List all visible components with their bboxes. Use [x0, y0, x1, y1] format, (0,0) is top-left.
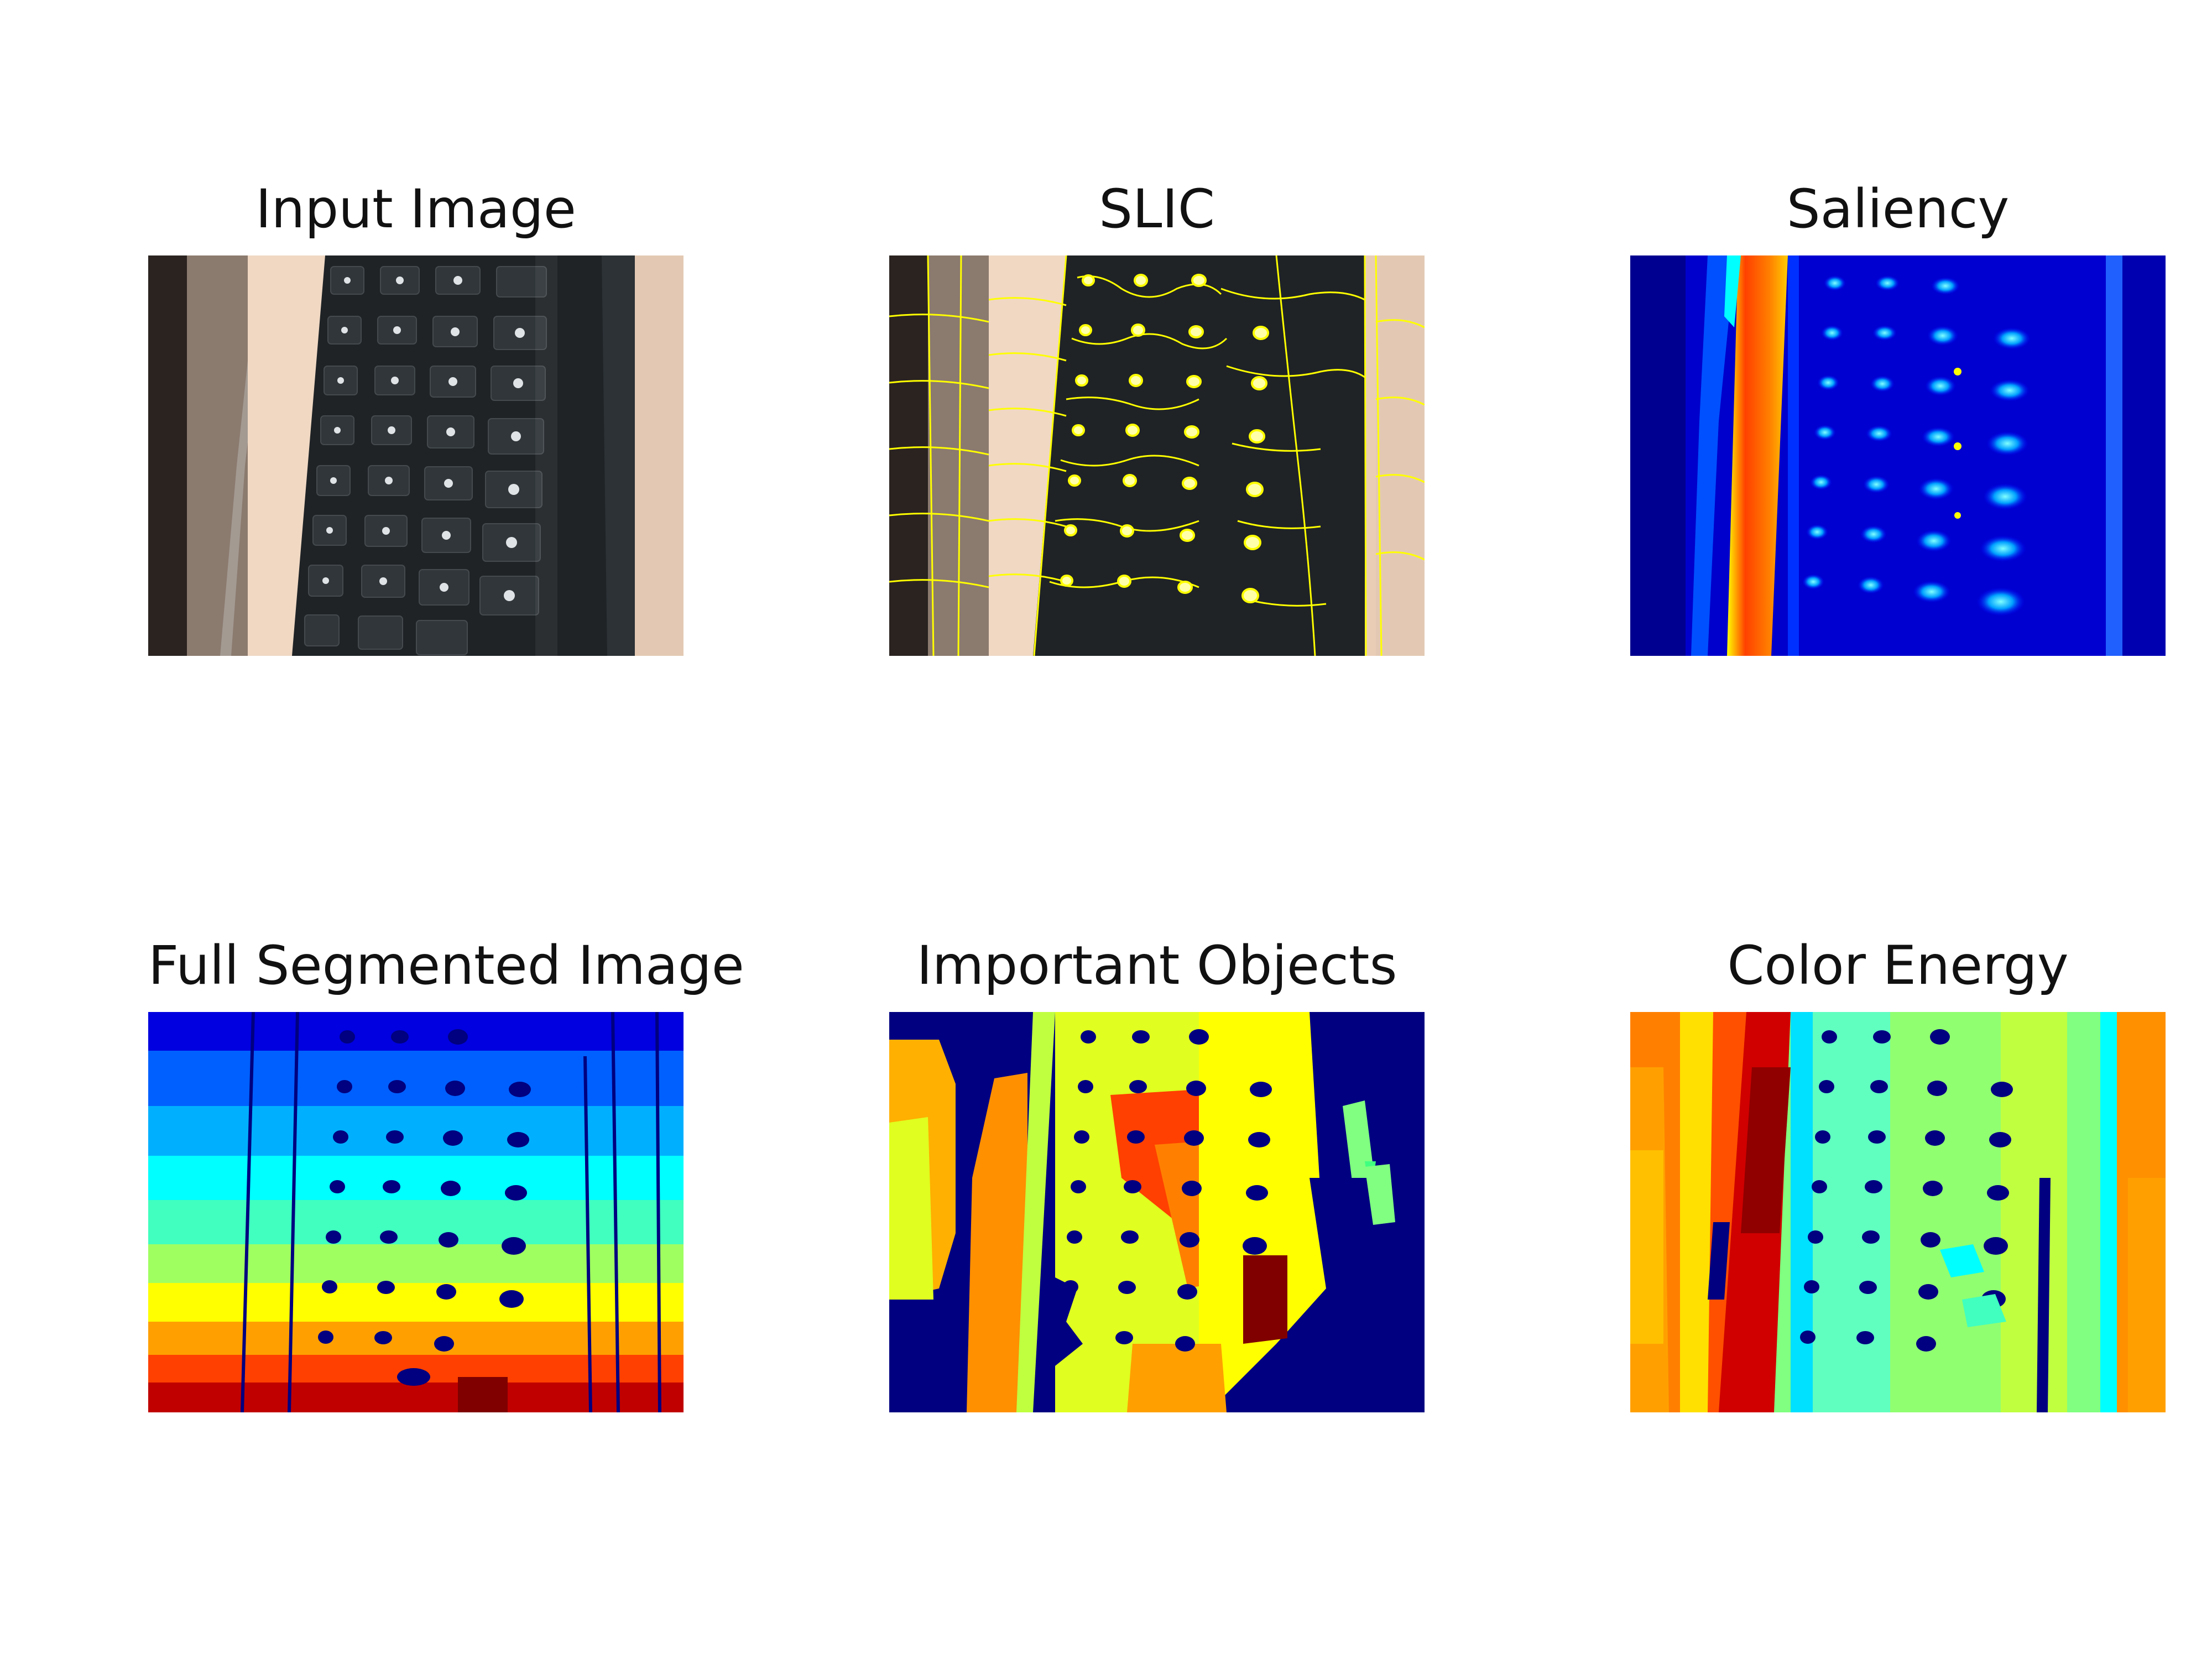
panel-title-input: Input Image — [255, 178, 576, 240]
input-image — [148, 255, 684, 656]
color-energy-image — [1630, 1012, 2166, 1412]
segmented-image — [148, 1012, 684, 1412]
panel-full-segmented: Full Segmented Image — [148, 935, 744, 1412]
panel-title-segmented: Full Segmented Image — [148, 935, 744, 997]
saliency-map — [1630, 255, 2166, 656]
panel-title-energy: Color Energy — [1727, 935, 2069, 997]
panel-important-objects: Important Objects — [889, 935, 1425, 1412]
panel-title-slic: SLIC — [1099, 178, 1215, 240]
panel-input-image: Input Image — [148, 178, 684, 656]
slic-image — [889, 255, 1425, 656]
panel-saliency: Saliency — [1630, 178, 2166, 656]
panel-color-energy: Color Energy — [1630, 935, 2166, 1412]
panel-title-saliency: Saliency — [1786, 178, 2010, 240]
panel-slic: SLIC — [889, 178, 1425, 656]
important-objects-image — [889, 1012, 1425, 1412]
panel-title-important: Important Objects — [916, 935, 1397, 997]
